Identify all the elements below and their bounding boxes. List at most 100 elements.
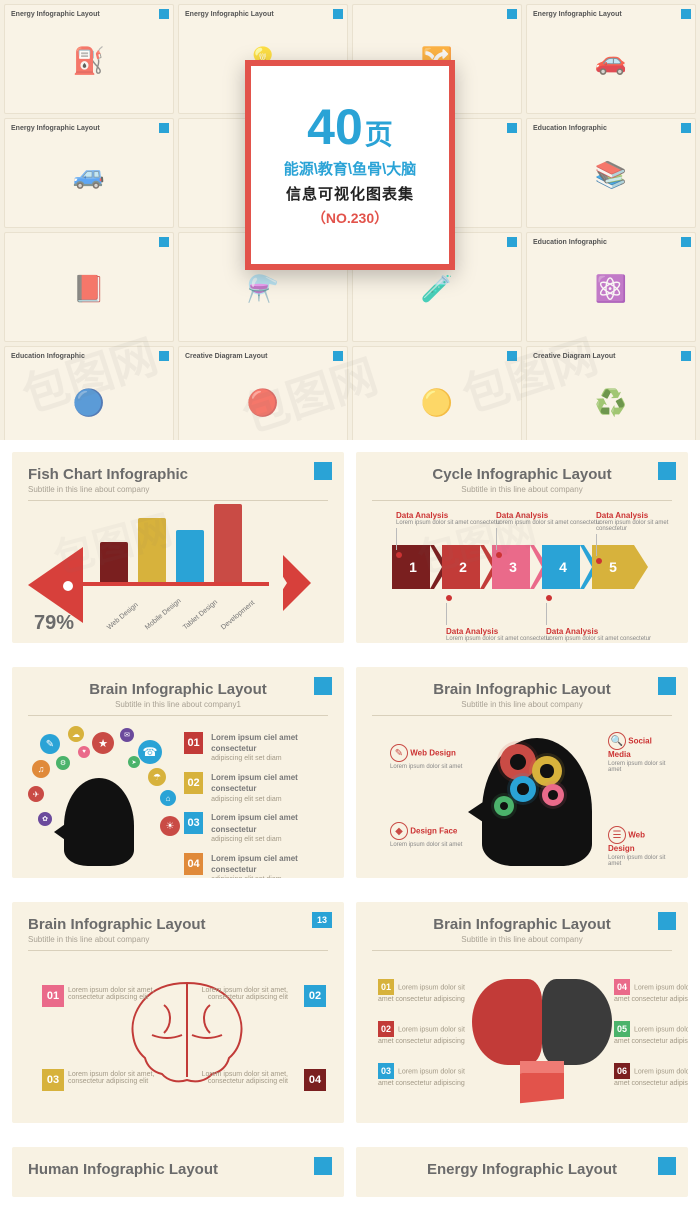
fish-bar-label: Tablet Design (182, 599, 219, 632)
hero-thumb: Education Infographic ⚛️ (526, 232, 696, 342)
lobe-item: 05Lorem ipsum dolor sit amet consectetur… (614, 1021, 688, 1047)
legend-text: Lorem ipsum ciel amet consecteturadipisc… (211, 812, 328, 844)
slide-sub: Subtitle in this line about company1 (28, 700, 328, 709)
open-box-icon (520, 1069, 564, 1104)
slide-title: Brain Infographic Layout (372, 916, 672, 933)
legend-row: 04 Lorem ipsum ciel amet consecteturadip… (184, 853, 328, 878)
gear-icon (510, 776, 536, 802)
cloud-icon: ✈ (28, 786, 44, 802)
cloud-icon: ✿ (38, 812, 52, 826)
fish-bar-label: Mobile Design (144, 597, 182, 631)
gear-icon (542, 784, 564, 806)
cloud-icon: ☁ (68, 726, 84, 742)
corner-chip: 01 (42, 985, 64, 1007)
lobe-item: 04Lorem ipsum dolor sit amet consectetur… (614, 979, 688, 1005)
corner-badge (658, 912, 676, 930)
slide-brain-lobes: Brain Infographic Layout Subtitle in thi… (356, 902, 688, 1123)
item-chip: 01 (378, 979, 394, 995)
hero-thumb: 🟡 (352, 346, 522, 440)
legend-row: 01 Lorem ipsum ciel amet consecteturadip… (184, 732, 328, 764)
brain-gears: ✎ Web DesignLorem ipsum dolor sit amet◆ … (372, 726, 672, 866)
slide-sub: Subtitle in this line about company (28, 485, 328, 494)
lobe-item: 03Lorem ipsum dolor sit amet consectetur… (378, 1063, 478, 1089)
slide-title: Human Infographic Layout (28, 1161, 328, 1178)
cloud-icon: ⌂ (160, 790, 176, 806)
slide-title: Brain Infographic Layout (28, 681, 328, 698)
cloud-icon: ⚙ (56, 756, 70, 770)
cloud-icon: ★ (92, 732, 114, 754)
slide-sub: Subtitle in this line about company (372, 485, 672, 494)
slide-brain-icons: Brain Infographic Layout Subtitle in thi… (12, 667, 344, 878)
hero-unit: 页 (365, 121, 393, 149)
cloud-icon: ➤ (128, 756, 140, 768)
slide-cycle: Cycle Infographic Layout Subtitle in thi… (356, 452, 688, 643)
legend-chip: 01 (184, 732, 203, 754)
hero-line3: （NO.230） (312, 208, 388, 228)
brain-right-lobe-icon (542, 979, 612, 1065)
slide-title: Brain Infographic Layout (372, 681, 672, 698)
cloud-icon: ♫ (32, 760, 50, 778)
callout: ◆ Design FaceLorem ipsum dolor sit amet (390, 822, 462, 848)
slide-title: Brain Infographic Layout (28, 916, 328, 933)
fish-percent: 79% (34, 612, 74, 635)
brain-iconcloud: ✎☁★✉☎♫⚙☂✈⌂✿☀♥➤ (28, 726, 172, 866)
legend-row: 02 Lorem ipsum ciel amet consecteturadip… (184, 772, 328, 804)
brain-lobes: 01Lorem ipsum dolor sit amet consectetur… (372, 961, 672, 1111)
fish-bar (100, 542, 128, 582)
cloud-icon: ☀ (160, 816, 180, 836)
fish-bar-label: Web Design (106, 602, 140, 632)
hero-badge: 40页 能源\教育\鱼骨\大脑 信息可视化图表集 （NO.230） (245, 60, 455, 270)
slide-human-partial: Human Infographic Layout (12, 1147, 344, 1197)
legend-chip: 04 (184, 853, 203, 875)
cycle-annotation: Data AnalysisLorem ipsum dolor sit amet … (546, 595, 651, 642)
item-chip: 06 (614, 1063, 630, 1079)
cloud-icon: ☎ (138, 740, 162, 764)
slide-title: Fish Chart Infographic (28, 466, 328, 483)
brain-left-lobe-icon (472, 979, 542, 1065)
legend-chip: 03 (184, 812, 203, 834)
callout-icon: ◆ (390, 822, 408, 840)
corner-chip: 03 (42, 1069, 64, 1091)
hero-thumb: Energy Infographic Layout ⛽ (4, 4, 174, 114)
chip-desc: Lorem ipsum dolor sit amet, consectetur … (68, 987, 178, 1001)
callout-icon: ☰ (608, 826, 626, 844)
corner-badge (314, 677, 332, 695)
legend-text: Lorem ipsum ciel amet consecteturadipisc… (211, 732, 328, 764)
gear-icon (500, 744, 536, 780)
cloud-icon: ✉ (120, 728, 134, 742)
hero-thumb: Energy Infographic Layout 🚙 (4, 118, 174, 228)
page-number: 13 (312, 912, 332, 928)
corner-badge (658, 677, 676, 695)
cycle-arrows: 1Data AnalysisLorem ipsum dolor sit amet… (372, 511, 672, 631)
slide-sub: Subtitle in this line about company (372, 935, 672, 944)
item-chip: 04 (614, 979, 630, 995)
cloud-icon: ✎ (40, 734, 60, 754)
lobe-item: 02Lorem ipsum dolor sit amet consectetur… (378, 1021, 478, 1047)
fishbone-chart: Web DesignMobile DesignTablet DesignDeve… (28, 511, 328, 631)
cycle-annotation: Data AnalysisLorem ipsum dolor sit amet … (446, 595, 551, 642)
item-chip: 05 (614, 1021, 630, 1037)
head-silhouette-icon (64, 778, 134, 866)
hero-line1: 能源\教育\鱼骨\大脑 (284, 158, 417, 179)
lobe-item: 01Lorem ipsum dolor sit amet consectetur… (378, 979, 478, 1005)
slide-title: Energy Infographic Layout (372, 1161, 672, 1178)
slide-brain-gears: Brain Infographic Layout Subtitle in thi… (356, 667, 688, 878)
corner-badge (314, 462, 332, 480)
gear-icon (494, 796, 514, 816)
slide-fish: Fish Chart Infographic Subtitle in this … (12, 452, 344, 643)
fish-bar (176, 530, 204, 582)
hero-thumb: Energy Infographic Layout 🚗 (526, 4, 696, 114)
hero-thumb: Education Infographic 🔵 (4, 346, 174, 440)
slide-sub: Subtitle in this line about company (372, 700, 672, 709)
legend-text: Lorem ipsum ciel amet consecteturadipisc… (211, 853, 328, 878)
hero-thumb: 📕 (4, 232, 174, 342)
chip-desc: Lorem ipsum dolor sit amet, consectetur … (178, 987, 288, 1001)
corner-badge (314, 1157, 332, 1175)
corner-badge (658, 462, 676, 480)
hero-count: 40 (307, 102, 363, 152)
fish-bar (214, 504, 242, 582)
callout-icon: 🔍 (608, 732, 626, 750)
callout: 🔍 Social MediaLorem ipsum dolor sit amet (608, 732, 672, 773)
legend-row: 03 Lorem ipsum ciel amet consecteturadip… (184, 812, 328, 844)
slide-brain-outline: Brain Infographic Layout Subtitle in thi… (12, 902, 344, 1123)
